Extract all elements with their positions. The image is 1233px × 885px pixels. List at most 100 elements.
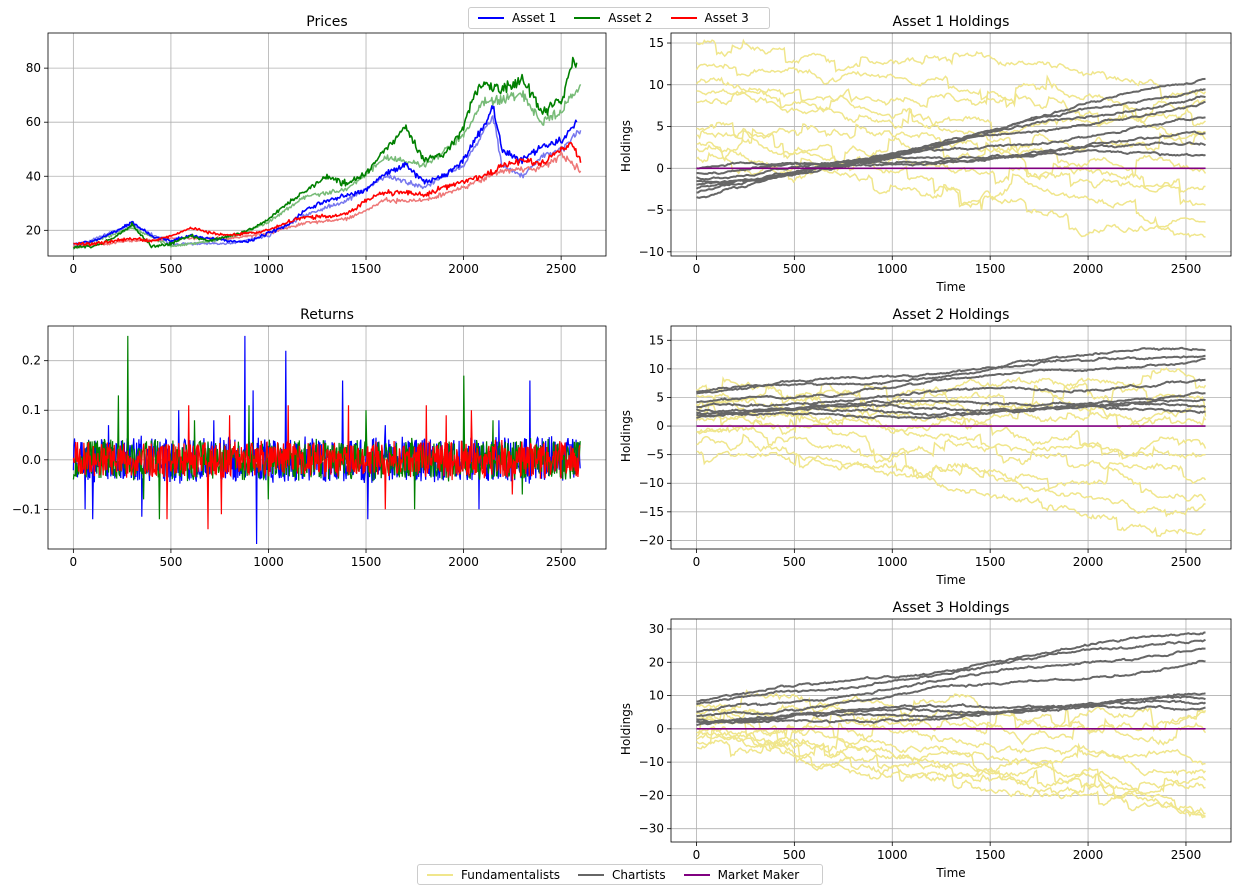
asset1_holdings-plot: 0 500 1000 1500 2000 2500 −10 −5 0 5 10 15	[639, 32, 1232, 276]
asset1_holdings-ytick-label-4: 10	[649, 78, 664, 92]
asset2_holdings-chartist-line-2	[696, 354, 1206, 395]
asset2_holdings-ytick-label-2: −10	[639, 476, 664, 490]
returns-xtick-label-4: 2000	[448, 555, 479, 569]
asset1_holdings-fundamentalist-line-10	[696, 151, 1206, 238]
prices-xtick-label-1: 500	[159, 262, 182, 276]
asset1_holdings-ytick-label-3: 5	[656, 120, 664, 134]
asset1_holdings-ytick-label-2: 0	[656, 161, 664, 175]
asset2_holdings-fundamentalist-line-10	[696, 450, 1206, 538]
asset2_holdings-xtick-label-1: 500	[783, 555, 806, 569]
asset2_holdings-lines	[695, 346, 1207, 538]
asset2-xlabel: Time	[935, 573, 965, 587]
prices-frame	[47, 32, 607, 257]
returns-ytick-label-1: 0.0	[22, 453, 41, 467]
returns-plot: 0 500 1000 1500 2000 2500 −0.1 0.0 0.1 0.2	[12, 325, 607, 569]
legend-label-asset-3: Asset 3	[704, 11, 749, 25]
returns-title: Returns	[300, 307, 354, 323]
returns-ytick-label-3: 0.2	[22, 354, 41, 368]
asset2_holdings-xtick-label-5: 2500	[1171, 555, 1202, 569]
asset1_holdings-xtick-label-4: 2000	[1073, 262, 1104, 276]
legend-label-fundamentalists: Fundamentalists	[461, 867, 561, 882]
asset1_holdings-ytick-label-0: −10	[639, 245, 664, 259]
asset1_holdings-chartist-line-8	[696, 149, 1206, 170]
asset3_holdings-chartist-line-4	[696, 659, 1206, 718]
asset3_holdings-chartist-line-8	[696, 704, 1206, 727]
asset1-ylabel: Holdings	[619, 120, 633, 172]
legend-item-fundamentalists: Fundamentalists	[427, 868, 560, 882]
legend-label-asset-2: Asset 2	[608, 11, 653, 25]
prices-ytick-label-1: 40	[26, 169, 41, 183]
returns-xtick-label-0: 0	[70, 555, 78, 569]
legend-item-chartists: Chartists	[578, 868, 666, 882]
legend-swatch-asset-3	[670, 17, 697, 19]
asset3_holdings-frame	[670, 618, 1232, 843]
asset2_holdings-ytick-label-5: 5	[656, 390, 664, 404]
legend-label-asset-1: Asset 1	[512, 11, 557, 25]
asset2_holdings-chartist-line-8	[696, 404, 1206, 420]
prices-xtick-label-0: 0	[70, 262, 78, 276]
asset1_holdings-frame	[670, 32, 1232, 257]
returns-line-asset-3	[72, 405, 581, 530]
agents-legend: Fundamentalists Chartists Market Maker	[417, 864, 823, 885]
prices-ytick-label-0: 20	[26, 223, 41, 237]
asset1_holdings-fundamentalist-line-4	[696, 87, 1206, 140]
asset1_holdings-xtick-label-0: 0	[693, 262, 701, 276]
asset3_holdings-ytick-label-2: −10	[639, 755, 664, 769]
asset2_holdings-ytick-label-0: −20	[639, 533, 664, 547]
prices-xtick-label-3: 1500	[351, 262, 382, 276]
returns-xtick-label-2: 1000	[253, 555, 284, 569]
asset1_holdings-fundamentalist-line-8	[696, 130, 1206, 207]
asset3_holdings-xtick-label-0: 0	[693, 848, 701, 862]
prices-line-asset-3	[73, 141, 582, 247]
legend-item-asset-1: Asset 1	[478, 11, 556, 25]
asset2_holdings-ytick-label-7: 15	[649, 333, 664, 347]
asset3_holdings-xtick-label-5: 2500	[1171, 848, 1202, 862]
returns-xtick-label-5: 2500	[546, 555, 577, 569]
returns-xtick-label-3: 1500	[351, 555, 382, 569]
prices-title: Prices	[306, 14, 347, 30]
legend-label-market-maker: Market Maker	[717, 867, 800, 882]
asset3_holdings-chartist-line-7	[696, 699, 1207, 725]
prices-xtick-label-4: 2000	[448, 262, 479, 276]
asset2_holdings-ytick-label-4: 0	[656, 419, 664, 433]
returns-ytick-label-0: −0.1	[12, 502, 41, 516]
asset1_holdings-xtick-label-2: 1000	[877, 262, 908, 276]
asset3_holdings-ytick-label-5: 20	[649, 655, 664, 669]
asset3_holdings-chartist-line-5	[696, 692, 1206, 724]
asset1_holdings-chartist-line-4	[696, 100, 1206, 186]
asset1-xlabel: Time	[935, 280, 965, 294]
legend-swatch-asset-2	[574, 17, 601, 19]
asset3_holdings-lines	[695, 631, 1207, 819]
asset2_holdings-fundamentalist-line-2	[696, 382, 1207, 417]
asset2_holdings-chartist-line-3	[696, 357, 1206, 404]
asset2_holdings-fundamentalist-line-4	[696, 402, 1207, 430]
asset1_holdings-chartist-line-3	[695, 95, 1206, 190]
asset1_holdings-ytick-label-5: 15	[649, 36, 664, 50]
asset2_holdings-fundamentalist-line-8	[696, 424, 1207, 502]
asset1-holdings-title: Asset 1 Holdings	[893, 14, 1010, 30]
assets-legend: Asset 1 Asset 2 Asset 3	[468, 7, 770, 29]
asset2-ylabel: Holdings	[619, 410, 633, 462]
asset3_holdings-fundamentalist-line-8	[696, 730, 1206, 815]
returns-ytick-label-2: 0.1	[22, 403, 41, 417]
prices-ytick-label-3: 80	[26, 61, 41, 75]
legend-swatch-asset-1	[478, 17, 504, 19]
prices-faint-line-3	[72, 151, 582, 249]
asset1_holdings-chartist-line-5	[696, 116, 1206, 184]
asset3_holdings-fundamentalist-line-10	[696, 739, 1206, 819]
asset1_holdings-ytick-label-1: −5	[646, 203, 664, 217]
asset2_holdings-plot: 0 500 1000 1500 2000 2500 −20 −15 −10 −5 0 5 10 15	[639, 325, 1232, 569]
asset1_holdings-xtick-label-3: 1500	[975, 262, 1006, 276]
asset2_holdings-xtick-label-4: 2000	[1073, 555, 1104, 569]
asset3_holdings-chartist-line-3	[696, 647, 1206, 713]
asset2_holdings-fundamentalist-line-5	[696, 392, 1207, 460]
asset1_holdings-fundamentalist-line-1	[695, 38, 1207, 102]
asset2_holdings-fundamentalist-line-7	[696, 413, 1207, 485]
asset2_holdings-ytick-label-1: −15	[639, 505, 664, 519]
legend-swatch-market-maker	[683, 873, 710, 876]
prices-lines	[72, 56, 582, 250]
legend-item-asset-2: Asset 2	[574, 11, 653, 25]
asset2_holdings-ytick-label-6: 10	[649, 362, 664, 376]
legend-label-chartists: Chartists	[612, 867, 666, 882]
